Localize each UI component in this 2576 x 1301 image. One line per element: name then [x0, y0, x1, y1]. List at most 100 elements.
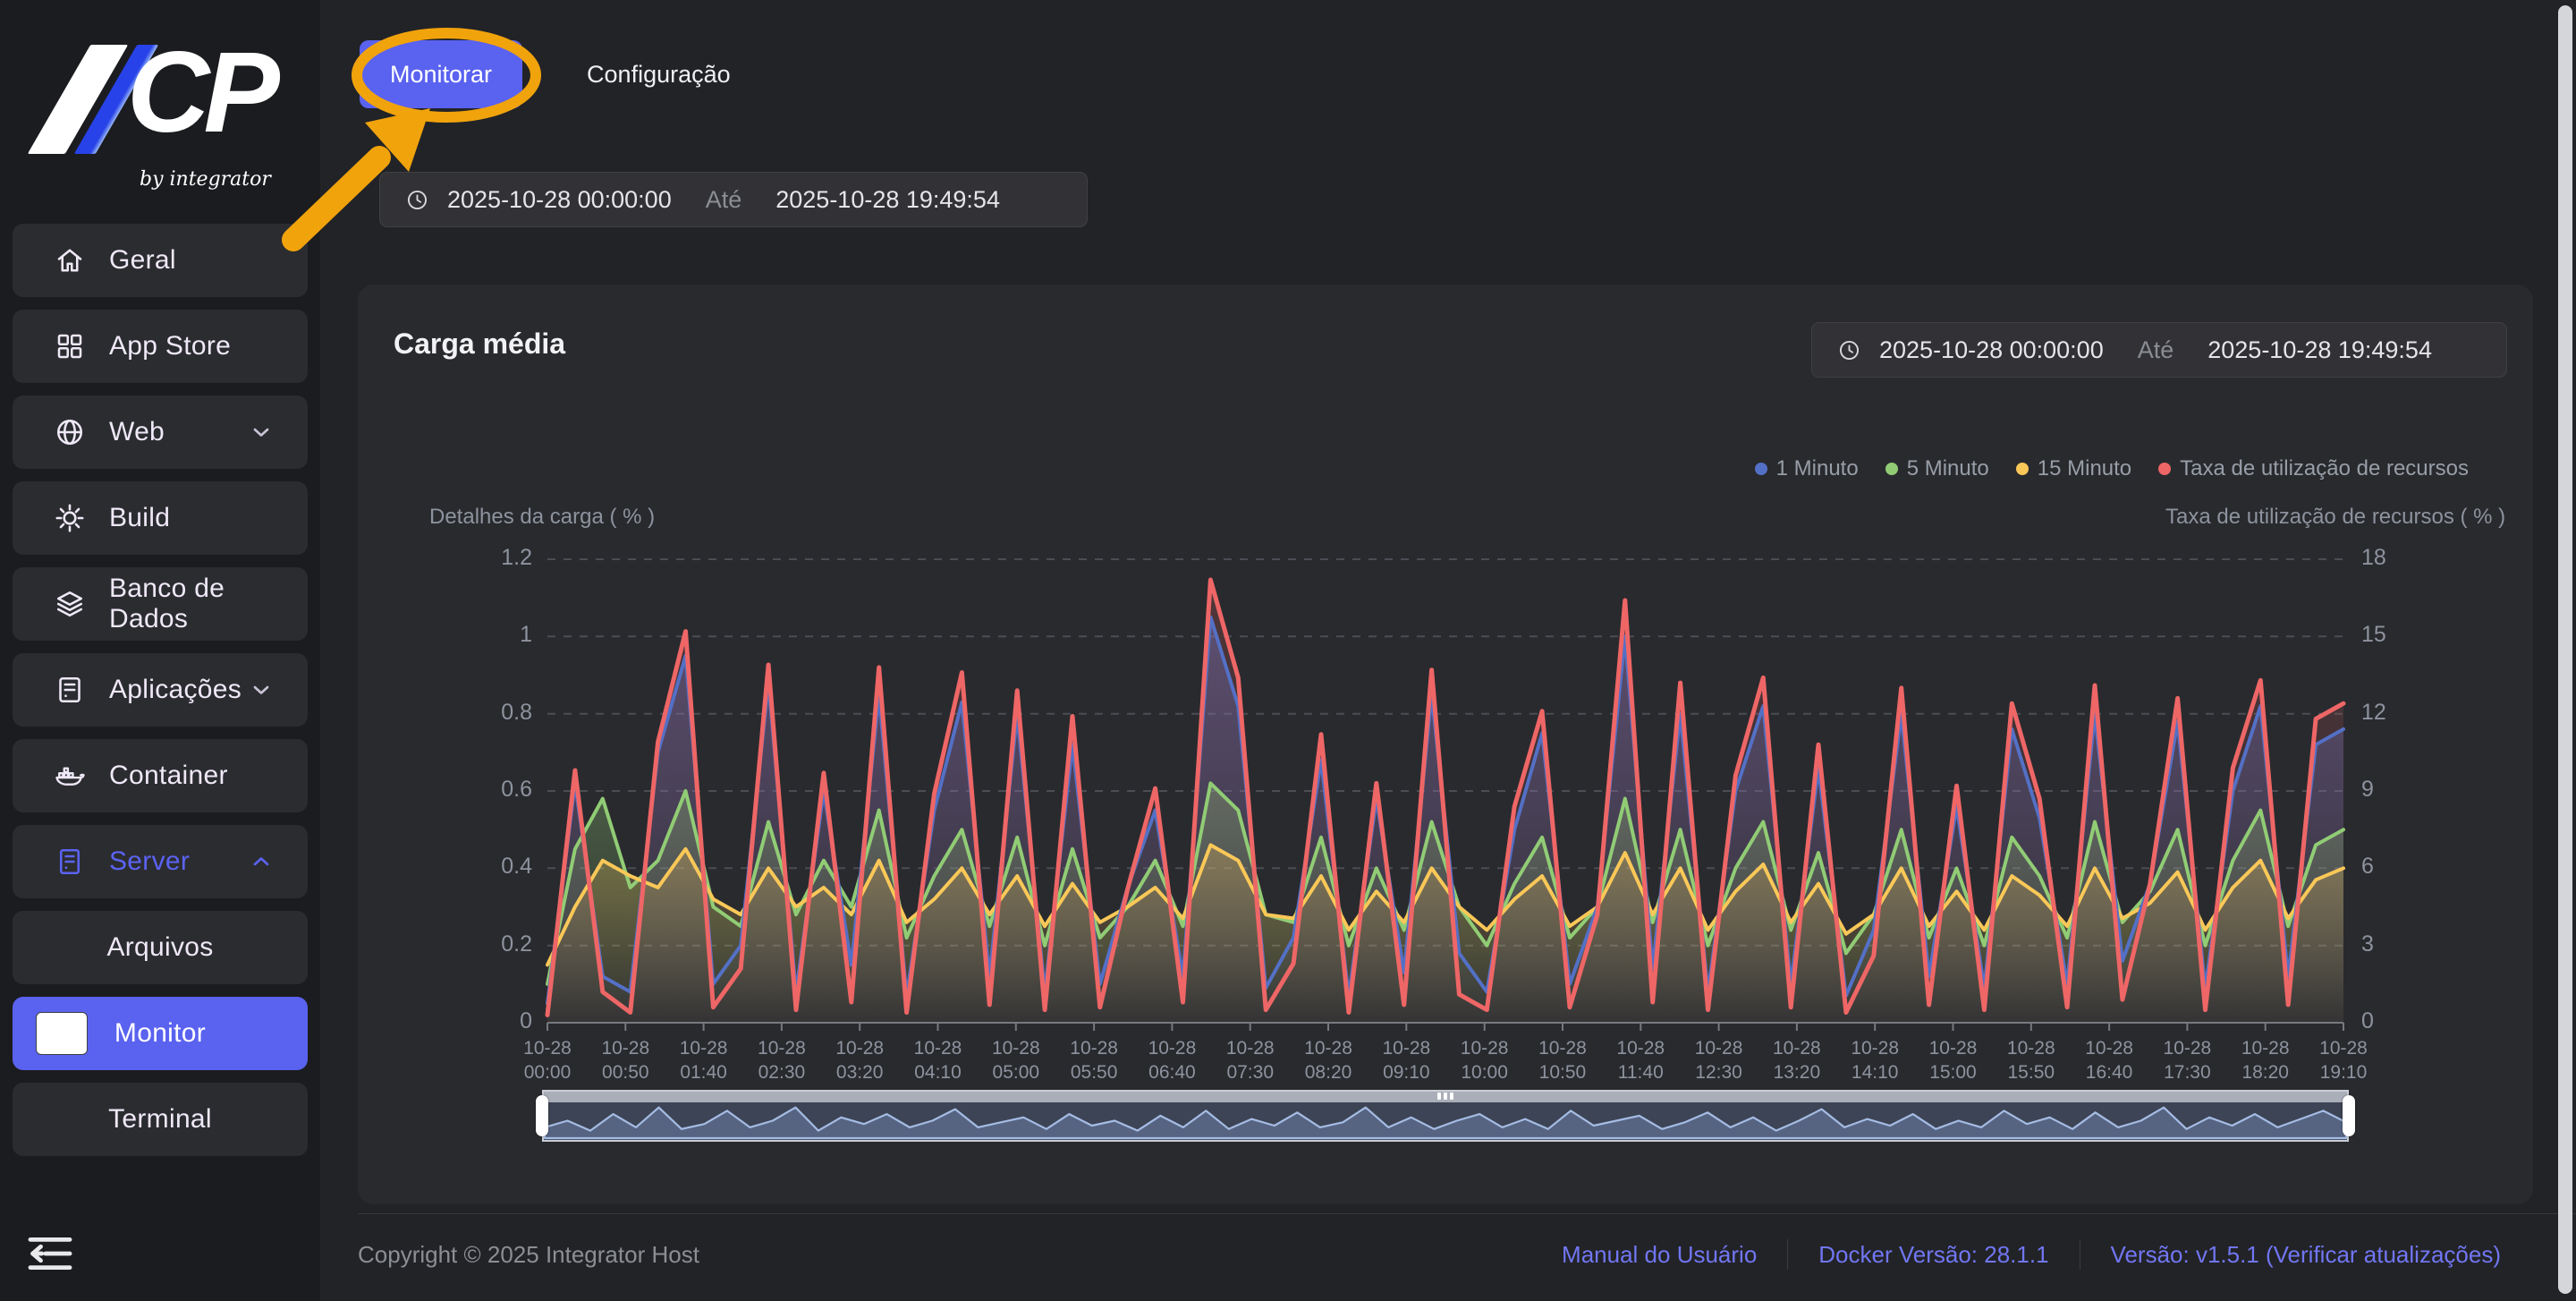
x-axis-label: 10-2800:50	[580, 1036, 670, 1085]
x-axis-label: 10-2808:20	[1284, 1036, 1373, 1085]
y-tick-label: 0	[2361, 1008, 2444, 1034]
legend-dot-icon	[1755, 463, 1767, 475]
y-axis-left-title: Detalhes da carga ( % )	[429, 505, 655, 530]
sidebar-item-web[interactable]: Web	[13, 395, 308, 469]
legend-dot-icon	[2016, 463, 2029, 475]
footer-divider	[358, 1213, 2576, 1214]
sidebar-item-container[interactable]: Container	[13, 739, 308, 812]
y-tick-label: 15	[2361, 622, 2444, 648]
x-axis-label: 10-2802:30	[737, 1036, 826, 1085]
x-axis-label: 10-2801:40	[659, 1036, 749, 1085]
x-axis-label: 10-2810:00	[1440, 1036, 1530, 1085]
daterange-picker-panel[interactable]: 2025-10-28 00:00:00 Até 2025-10-28 19:49…	[1811, 322, 2507, 378]
datazoom-brush[interactable]	[542, 1090, 2349, 1142]
legend-label: 5 Minuto	[1907, 456, 1989, 481]
sidebar-item-monitor[interactable]: Monitor	[13, 997, 308, 1070]
logo-tagline: by integrator	[140, 168, 271, 191]
sidebar-item-terminal[interactable]: Terminal	[13, 1083, 308, 1156]
x-axis-label: 10-2800:00	[503, 1036, 592, 1085]
sidebar-item-label: Monitor	[114, 1018, 206, 1049]
y-tick-label: 0.6	[450, 777, 532, 803]
brush-handle-right[interactable]	[2343, 1095, 2355, 1136]
footer-separator	[1787, 1239, 1788, 1270]
x-axis-label: 10-2804:10	[894, 1036, 983, 1085]
legend-label: 1 Minuto	[1776, 456, 1859, 481]
x-axis-label: 10-2815:00	[1908, 1036, 1997, 1085]
brush-grip-icon[interactable]	[1437, 1093, 1453, 1100]
y-tick-label: 9	[2361, 777, 2444, 803]
sidebar-item-label: Aplicações	[109, 675, 242, 705]
docker-icon	[54, 760, 86, 792]
sidebar-item-label: App Store	[109, 331, 231, 361]
sidebar-item-label: Build	[109, 503, 170, 533]
sidebar: CP by integrator Geral App Store Web Build B…	[0, 0, 320, 1301]
legend-item-1[interactable]: 1 Minuto	[1755, 456, 1859, 481]
x-axis-label: 10-2819:10	[2299, 1036, 2388, 1085]
sidebar-item-label: Server	[109, 846, 190, 877]
daterange-until-label: Até	[2138, 336, 2174, 364]
load-average-panel: Carga média 2025-10-28 00:00:00 Até 2025…	[358, 285, 2533, 1204]
sidebar-item-app-store[interactable]: App Store	[13, 310, 308, 383]
page-scrollbar[interactable]	[2558, 5, 2572, 1294]
active-indicator	[36, 1012, 88, 1055]
clock-icon	[1837, 338, 1861, 362]
footer-link-version[interactable]: Versão: v1.5.1 (Verificar atualizações)	[2111, 1241, 2501, 1269]
sidebar-item-label: Web	[109, 417, 165, 447]
sidebar-item-label: Arquivos	[106, 932, 213, 963]
daterange-picker-top[interactable]: 2025-10-28 00:00:00 Até 2025-10-28 19:49…	[379, 172, 1088, 227]
x-axis-label: 10-2812:30	[1674, 1036, 1764, 1085]
sidebar-item-banco-de-dados[interactable]: Banco de Dados	[13, 567, 308, 641]
y-tick-label: 3	[2361, 931, 2444, 957]
y-tick-label: 1	[450, 622, 532, 648]
logo-text: CP	[127, 27, 274, 158]
sidebar-item-build[interactable]: Build	[13, 481, 308, 555]
x-axis-label: 10-2813:20	[1752, 1036, 1842, 1085]
sidebar-item-arquivos[interactable]: Arquivos	[13, 911, 308, 984]
legend-item-2[interactable]: 5 Minuto	[1885, 456, 1989, 481]
footer-link-docker-version[interactable]: Docker Versão: 28.1.1	[1818, 1241, 2048, 1269]
panel-title: Carga média	[394, 327, 565, 361]
sidebar-collapse-button[interactable]	[27, 1233, 73, 1274]
legend-item-3[interactable]: 15 Minuto	[2016, 456, 2131, 481]
daterange-until-label: Até	[706, 186, 742, 214]
layers-icon	[54, 588, 86, 620]
daterange-start: 2025-10-28 00:00:00	[447, 186, 672, 214]
tab-monitorar[interactable]: Monitorar	[360, 40, 522, 108]
home-icon	[54, 244, 86, 276]
chevron-down-icon	[249, 677, 274, 702]
tab-monitorar-label: Monitorar	[390, 61, 492, 89]
legend-label: Taxa de utilização de recursos	[2180, 456, 2469, 481]
chevron-down-icon	[249, 420, 274, 445]
legend-item-4[interactable]: Taxa de utilização de recursos	[2158, 456, 2469, 481]
x-axis-label: 10-2815:50	[1987, 1036, 2076, 1085]
tab-configuracao[interactable]: Configuração	[556, 40, 761, 108]
x-axis-label: 10-2816:40	[2064, 1036, 2154, 1085]
y-tick-label: 0	[450, 1008, 532, 1034]
annotation-arrow-head	[365, 108, 430, 172]
brush-handle-left[interactable]	[536, 1095, 548, 1136]
legend-dot-icon	[2158, 463, 2171, 475]
server-icon	[54, 846, 86, 878]
x-axis-label: 10-2810:50	[1518, 1036, 1607, 1085]
x-axis-label: 10-2817:30	[2142, 1036, 2232, 1085]
x-axis-label: 10-2814:10	[1830, 1036, 1919, 1085]
chevron-up-icon	[249, 849, 274, 874]
legend-label: 15 Minuto	[2038, 456, 2131, 481]
daterange-end: 2025-10-28 19:49:54	[2207, 336, 2432, 364]
grid-icon	[54, 330, 86, 362]
tab-bar: Monitorar Configuração	[360, 40, 761, 108]
y-tick-label: 0.2	[450, 931, 532, 957]
y-tick-label: 18	[2361, 545, 2444, 571]
x-axis-label: 10-2805:50	[1049, 1036, 1139, 1085]
y-axis-right-title: Taxa de utilização de recursos ( % )	[2165, 505, 2505, 530]
sidebar-item-server[interactable]: Server	[13, 825, 308, 898]
footer-link-manual[interactable]: Manual do Usuário	[1562, 1241, 1757, 1269]
sidebar-item-label: Container	[109, 761, 228, 791]
footer-links: Manual do Usuário Docker Versão: 28.1.1 …	[1562, 1239, 2501, 1270]
y-tick-label: 6	[2361, 854, 2444, 880]
clock-icon	[405, 188, 429, 212]
y-tick-label: 1.2	[450, 545, 532, 571]
sidebar-item-aplica-es[interactable]: Aplicações	[13, 653, 308, 727]
sidebar-item-geral[interactable]: Geral	[13, 224, 308, 297]
tab-configuracao-label: Configuração	[587, 61, 731, 89]
